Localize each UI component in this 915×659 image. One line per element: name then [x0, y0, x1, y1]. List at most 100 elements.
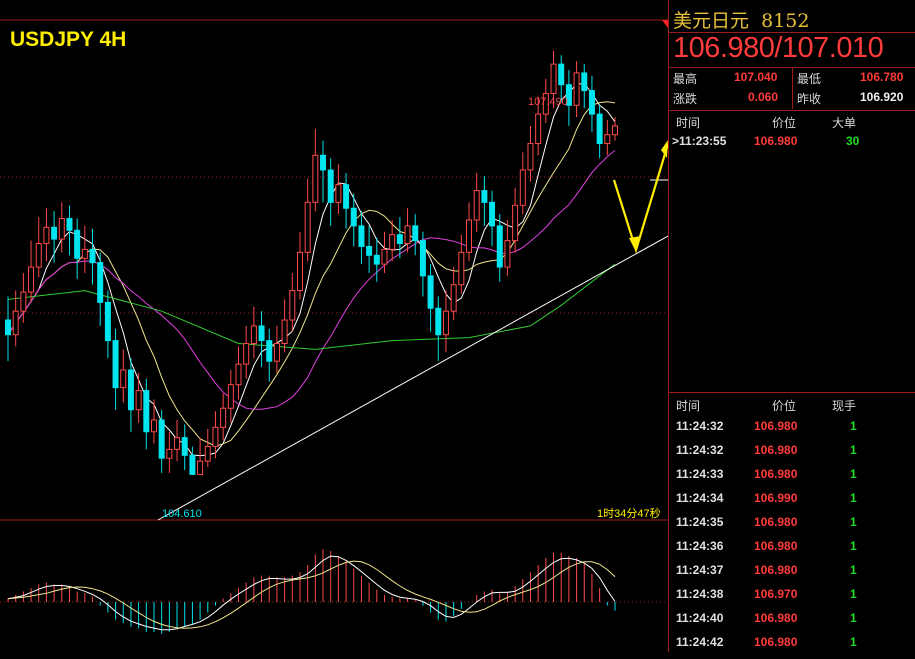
candle-body	[466, 219, 473, 253]
candle-body	[565, 84, 572, 106]
big-order-size: 30	[846, 134, 860, 148]
tick-volume: 1	[850, 587, 857, 601]
candle-body	[289, 290, 296, 321]
candle-body	[281, 319, 288, 345]
panel-divider	[668, 0, 669, 652]
candle-body	[12, 310, 19, 336]
quote-panel	[668, 0, 915, 652]
tick-price: 106.990	[754, 491, 798, 505]
candle-body	[335, 184, 342, 203]
candle-body	[296, 251, 303, 292]
candle-body	[327, 169, 334, 203]
tick-row: 11:24:38 106.970 1	[672, 587, 912, 611]
tick-time: 11:24:32	[676, 443, 724, 457]
candle-body	[458, 251, 465, 286]
tick-row: 11:24:37 106.980 1	[672, 563, 912, 587]
candle-body	[450, 284, 457, 312]
tick-price: 106.980	[754, 467, 798, 481]
candle-body	[51, 226, 58, 240]
chart-grid	[0, 19, 668, 603]
candle-body	[527, 143, 534, 171]
candle-body	[120, 369, 127, 389]
candle-body	[66, 218, 73, 231]
candle-body	[396, 234, 403, 245]
tick-row: 11:24:36 106.980 1	[672, 539, 912, 563]
tick-volume: 1	[850, 563, 857, 577]
candle-body	[404, 225, 411, 245]
tick-price-header: 价位	[772, 399, 797, 413]
candle-body	[97, 262, 104, 303]
bid-ask-quote: 106.980/107.010	[673, 32, 884, 64]
candle-body	[442, 310, 449, 336]
tick-volume: 1	[850, 611, 857, 625]
candle-body	[512, 204, 519, 242]
candle-body	[596, 113, 603, 145]
tick-price: 106.970	[754, 587, 798, 601]
candle-body	[542, 93, 549, 115]
candle-body	[358, 225, 365, 247]
candle-body	[312, 154, 319, 203]
tick-volume: 1	[850, 419, 857, 433]
tick-row: 11:24:35 106.980 1	[672, 515, 912, 539]
candle-body	[427, 275, 434, 309]
high-label: 最高	[673, 72, 698, 86]
tick-time: 11:24:34	[676, 491, 724, 505]
ma60-line	[7, 263, 616, 350]
candle-body	[243, 343, 250, 365]
candle-body	[20, 291, 27, 312]
tick-price: 106.980	[754, 443, 798, 457]
candle-body	[419, 240, 426, 277]
candle-body	[366, 245, 373, 256]
candle-body	[612, 125, 618, 136]
tick-price: 106.980	[754, 611, 798, 625]
tick-row: 11:24:32 106.980 1	[672, 419, 912, 443]
candle-body	[5, 319, 11, 336]
tick-price: 106.980	[754, 419, 798, 433]
macd-panel	[7, 549, 616, 634]
tick-row: 11:24:40 106.980 1	[672, 611, 912, 635]
tick-time: 11:24:32	[676, 419, 724, 433]
candle-body	[158, 419, 165, 459]
chart-title: USDJPY 4H	[10, 28, 126, 51]
candle-body	[143, 390, 150, 433]
candle-body	[496, 225, 503, 268]
tick-row: 11:24:33 106.980 1	[672, 467, 912, 491]
trendline	[157, 179, 668, 521]
divider	[668, 32, 915, 33]
candle-body	[150, 419, 157, 433]
candle-body	[481, 190, 488, 203]
candle-body	[235, 363, 242, 386]
tick-time: 11:24:37	[676, 563, 724, 577]
candle-body	[412, 225, 419, 242]
big-order-time: >11:23:55	[672, 134, 727, 148]
high-price-label: 107.490	[528, 96, 568, 108]
price-chart[interactable]: USDJPY 4H 107.490 104.610 1时34分47秒	[0, 0, 668, 652]
change-value: 0.060	[748, 90, 779, 104]
candle-body	[573, 72, 580, 106]
candle-body	[258, 325, 265, 342]
candle-body	[435, 307, 442, 336]
macd-dea-line	[7, 560, 616, 629]
candle-body	[320, 154, 327, 171]
candle-body	[588, 90, 595, 115]
tick-time: 11:24:33	[676, 467, 724, 481]
instrument-code: 8152	[761, 10, 810, 32]
ma20-line	[7, 150, 616, 410]
candle-body	[250, 325, 257, 345]
tick-volume: 1	[850, 467, 857, 481]
tick-volume: 1	[850, 539, 857, 553]
candle-body	[535, 113, 542, 145]
candle-body	[489, 201, 496, 227]
candle-body	[350, 207, 357, 227]
candle-body	[273, 343, 280, 362]
arrow-up-icon	[661, 140, 668, 158]
low-value: 106.780	[860, 70, 904, 84]
candle-body	[343, 184, 350, 209]
tick-time: 11:24:35	[676, 515, 724, 529]
candle-body	[519, 169, 526, 206]
candle-body	[81, 248, 88, 259]
candle-body	[35, 243, 42, 268]
big-order-time-header: 时间	[676, 116, 701, 130]
candle-body	[112, 340, 119, 389]
tick-time: 11:24:40	[676, 611, 724, 625]
